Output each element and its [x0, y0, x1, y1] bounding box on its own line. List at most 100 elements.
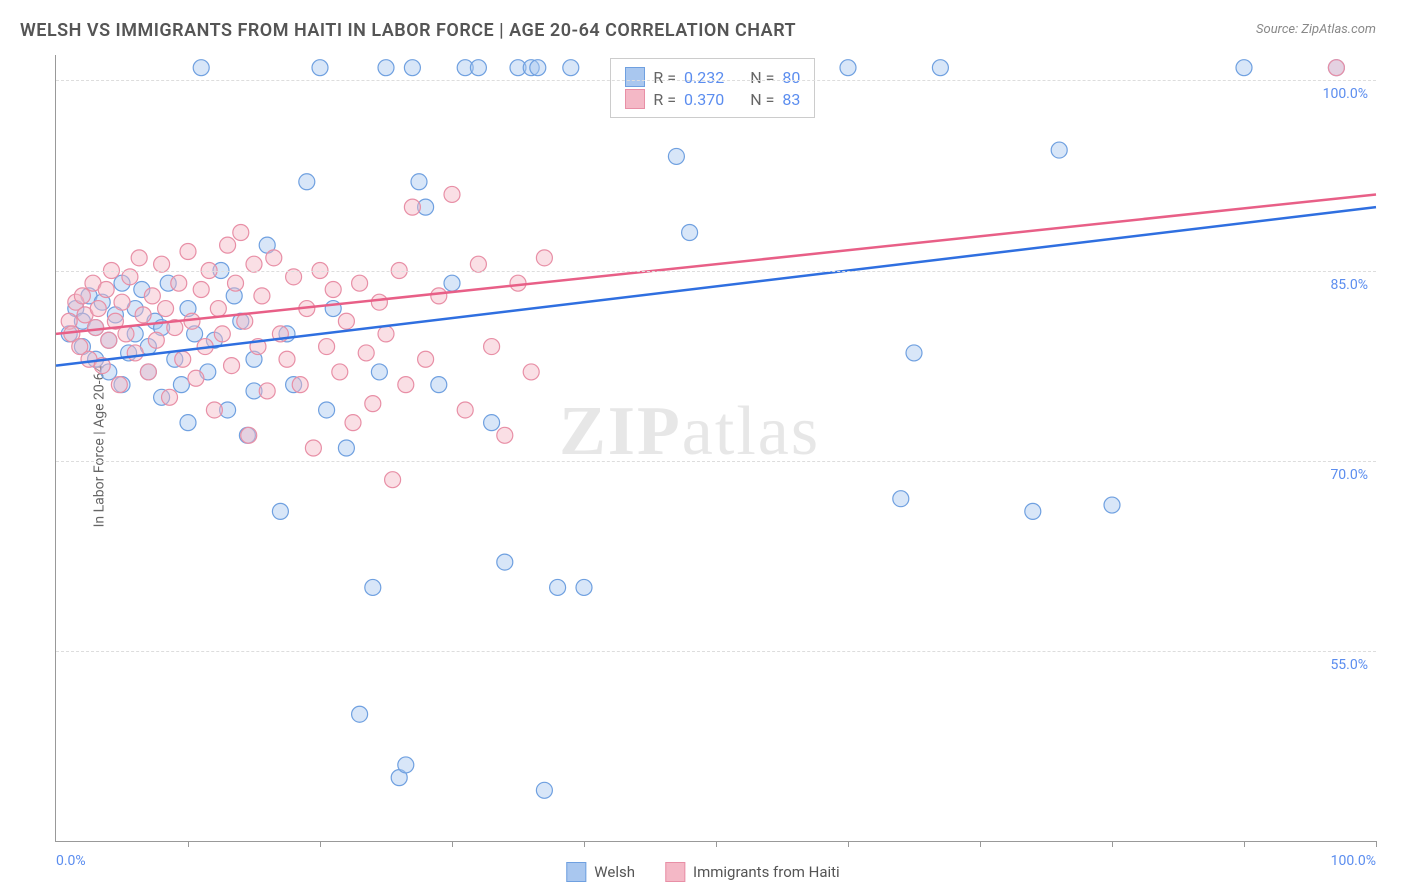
scatter-point [111, 377, 127, 393]
regression-line [56, 207, 1376, 365]
plot-frame: ZIPatlas R = 0.232 N = 80 R = 0.370 N = … [55, 55, 1376, 842]
stat-n-label: N = [750, 68, 774, 87]
scatter-point [144, 288, 160, 304]
scatter-point [536, 250, 552, 266]
scatter-point [668, 148, 684, 164]
scatter-point [530, 60, 546, 76]
scatter-point [523, 364, 539, 380]
scatter-point [484, 339, 500, 355]
scatter-point [171, 275, 187, 291]
scatter-point [319, 402, 335, 418]
scatter-point [272, 503, 288, 519]
stat-r-welsh: 0.232 [684, 68, 724, 87]
scatter-point [444, 186, 460, 202]
scatter-point [365, 396, 381, 412]
scatter-point [484, 415, 500, 431]
scatter-point [352, 275, 368, 291]
scatter-point [371, 294, 387, 310]
scatter-point [180, 244, 196, 260]
scatter-point [114, 294, 130, 310]
scatter-point [210, 301, 226, 317]
scatter-point [292, 377, 308, 393]
scatter-point [1104, 497, 1120, 513]
scatter-point [1236, 60, 1252, 76]
scatter-point [682, 224, 698, 240]
scatter-point [90, 301, 106, 317]
scatter-point [228, 275, 244, 291]
scatter-point [893, 491, 909, 507]
scatter-point [279, 351, 295, 367]
scatter-point [352, 706, 368, 722]
scatter-point [162, 389, 178, 405]
scatter-point [206, 402, 222, 418]
stats-legend-box: R = 0.232 N = 80 R = 0.370 N = 83 [610, 58, 815, 118]
scatter-point [193, 60, 209, 76]
scatter-point [358, 345, 374, 361]
scatter-point [140, 364, 156, 380]
scatter-point [193, 282, 209, 298]
scatter-point [398, 377, 414, 393]
stat-r-label: R = [653, 68, 676, 87]
scatter-point [345, 415, 361, 431]
swatch-haiti [625, 89, 645, 109]
scatter-point [576, 579, 592, 595]
scatter-point [1051, 142, 1067, 158]
legend-label-haiti: Immigrants from Haiti [693, 863, 840, 881]
scatter-point [101, 332, 117, 348]
scatter-point [98, 282, 114, 298]
scatter-point [259, 383, 275, 399]
scatter-point [365, 579, 381, 595]
scatter-point [224, 358, 240, 374]
stat-n-label2: N = [750, 90, 774, 109]
scatter-point [220, 237, 236, 253]
scatter-point [470, 60, 486, 76]
scatter-point [325, 282, 341, 298]
stats-row-haiti: R = 0.370 N = 83 [625, 89, 800, 109]
scatter-point [266, 250, 282, 266]
scatter-point [563, 60, 579, 76]
scatter-point [88, 320, 104, 336]
scatter-point [135, 307, 151, 323]
scatter-point [536, 782, 552, 798]
scatter-point [431, 377, 447, 393]
scatter-point [932, 60, 948, 76]
y-tick-label: 100.0% [1323, 86, 1368, 102]
scatter-point [906, 345, 922, 361]
scatter-point [338, 440, 354, 456]
scatter-point [332, 364, 348, 380]
scatter-point [497, 427, 513, 443]
scatter-point [1328, 60, 1344, 76]
x-axis-min-label: 0.0% [56, 853, 86, 869]
scatter-point [510, 275, 526, 291]
scatter-point [131, 250, 147, 266]
scatter-point [312, 60, 328, 76]
scatter-point [444, 275, 460, 291]
scatter-point [127, 345, 143, 361]
swatch-welsh [625, 67, 645, 87]
scatter-point [338, 313, 354, 329]
scatter-point [158, 301, 174, 317]
stat-r-label2: R = [653, 90, 676, 109]
scatter-point [371, 364, 387, 380]
x-axis-max-label: 100.0% [1331, 853, 1376, 869]
source-attribution: Source: ZipAtlas.com [1256, 22, 1376, 37]
scatter-point [241, 427, 257, 443]
scatter-point [404, 199, 420, 215]
y-tick-label: 55.0% [1330, 657, 1368, 673]
chart-title: WELSH VS IMMIGRANTS FROM HAITI IN LABOR … [20, 20, 796, 41]
scatter-point [233, 224, 249, 240]
scatter-point [1025, 503, 1041, 519]
scatter-point [418, 351, 434, 367]
scatter-point [305, 440, 321, 456]
scatter-point [214, 326, 230, 342]
scatter-point [411, 174, 427, 190]
stat-n-welsh: 80 [782, 68, 800, 87]
scatter-point [319, 339, 335, 355]
scatter-point [299, 174, 315, 190]
legend-swatch-welsh [566, 862, 586, 882]
scatter-point [180, 415, 196, 431]
scatter-point [497, 554, 513, 570]
y-tick-label: 85.0% [1330, 277, 1368, 293]
y-tick-label: 70.0% [1330, 467, 1368, 483]
scatter-point [457, 402, 473, 418]
